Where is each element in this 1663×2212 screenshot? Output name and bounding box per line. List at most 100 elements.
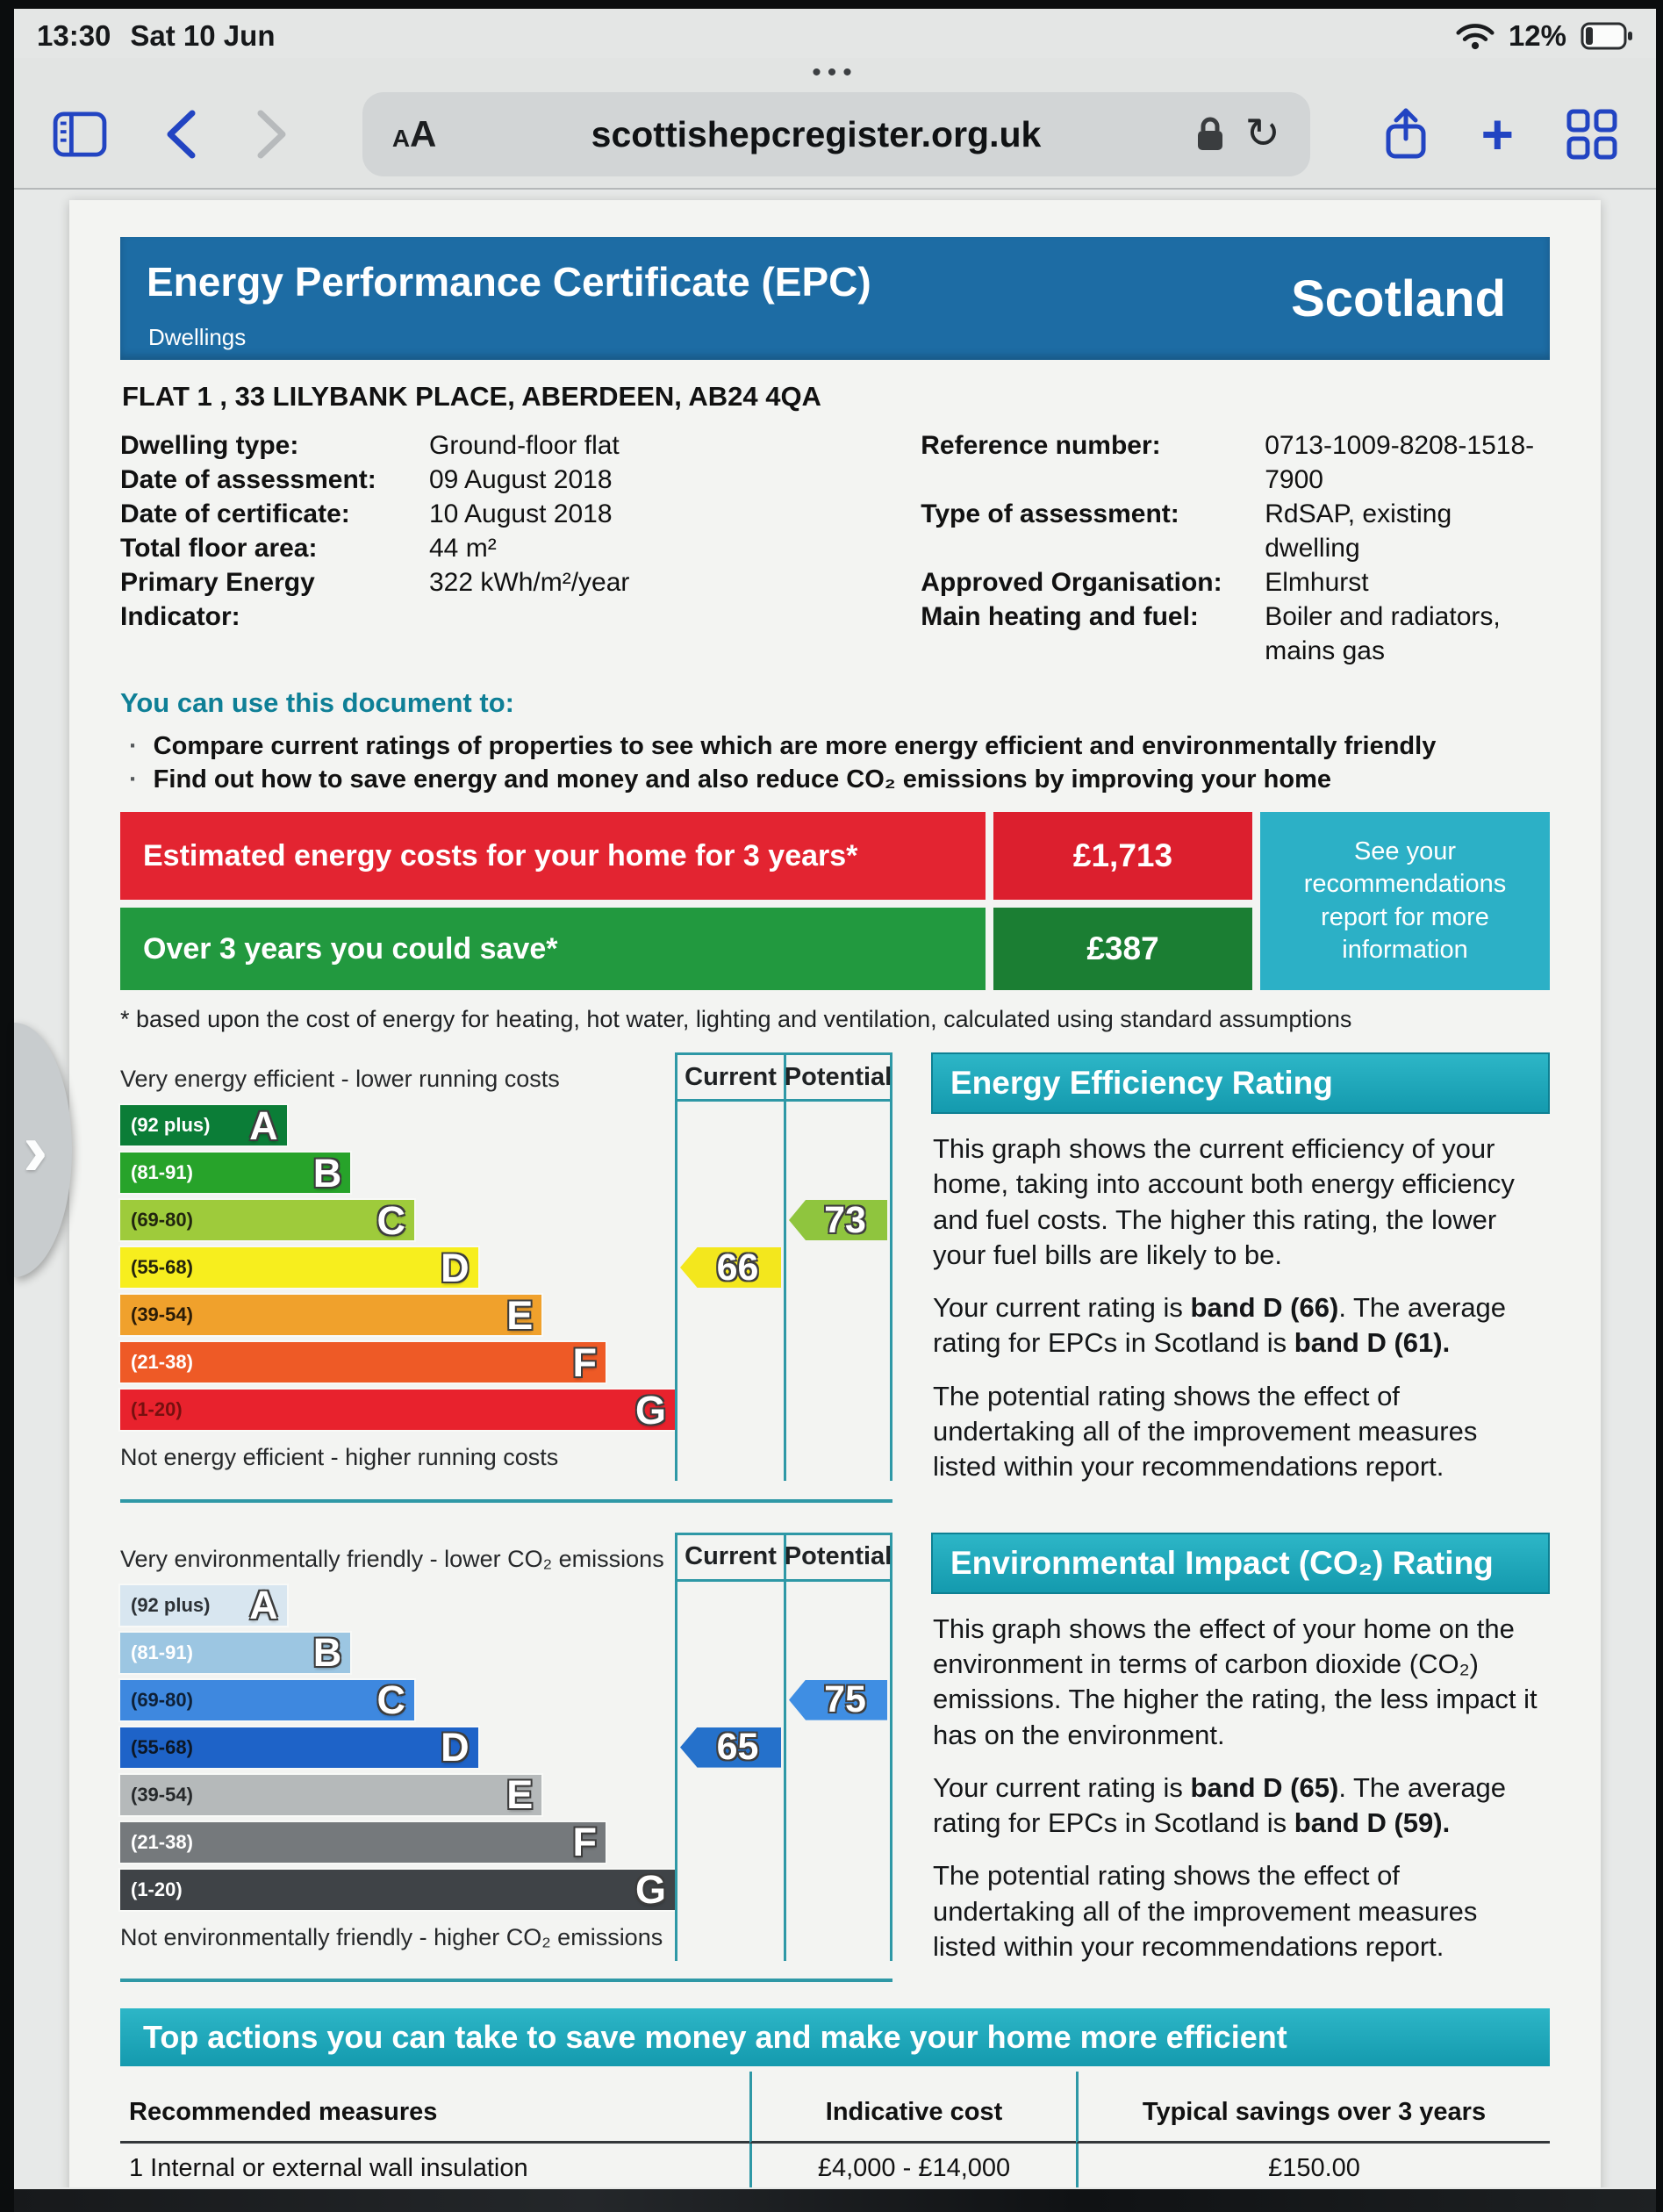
table-row-savings: £150.00 [1076,2144,1550,2187]
new-tab-button[interactable]: + [1480,103,1514,166]
usage-heading: You can use this document to: [120,687,514,718]
detail-value: RdSAP, existing dwelling [1265,499,1452,563]
lock-icon [1196,117,1224,152]
top-actions-table: Recommended measures Indicative cost Typ… [120,2072,1550,2187]
chart-top-caption: Very energy efficient - lower running co… [120,1066,560,1092]
band-b: (81-91) B [118,1630,353,1675]
detail-value: Elmhurst [1265,568,1369,597]
detail-label: Primary Energy Indicator: [120,568,315,631]
detail-value: 322 kWh/m²/year [429,568,630,597]
column-header: Typical savings over 3 years [1076,2072,1550,2144]
bottom-bezel [14,2189,1656,2212]
chart-bottom-caption: Not environmentally friendly - higher CO… [120,1923,663,1950]
band-g: (1-20) G [118,1388,677,1432]
epc-header-banner: Energy Performance Certificate (EPC) Dwe… [120,237,1550,360]
band-d: (55-68) D [118,1246,480,1289]
reload-button[interactable]: ↻ [1244,111,1280,157]
detail-label: Total floor area: [120,534,318,563]
banner-region: Scotland [1291,269,1506,327]
banner-subtitle: Dwellings [148,324,247,350]
detail-value: 44 m² [429,534,497,563]
property-details: Dwelling type: Ground-floor flat Date of … [120,428,1550,668]
url-text[interactable]: scottishepcregister.org.uk [591,113,1042,154]
detail-value: Boiler and radiators, mains gas [1265,602,1501,665]
column-header: Indicative cost [749,2072,1076,2144]
detail-label: Type of assessment: [921,499,1179,528]
battery-icon [1581,22,1633,50]
environmental-impact-chart: Very environmentally friendly - lower CO… [118,1532,892,1983]
cost-footnote: * based upon the cost of energy for heat… [120,1006,1352,1032]
panel-paragraph: The potential rating shows the effect of… [933,1860,1478,1963]
usage-bullet: Compare current ratings of properties to… [120,729,1550,763]
top-actions-header: Top actions you can take to save money a… [120,2008,1550,2067]
energy-efficiency-panel: Energy Efficiency Rating This graph show… [931,1052,1550,1503]
share-button[interactable] [1383,107,1429,162]
panel-paragraph: The potential rating shows the effect of… [933,1380,1478,1483]
browser-viewport[interactable]: Energy Performance Certificate (EPC) Dwe… [14,190,1656,2187]
page-title: Energy Performance Certificate (EPC) [147,259,871,305]
chevron-right-icon: › [23,1107,48,1192]
clock: 13:30 [37,19,111,52]
band-e: (39-54) E [118,1293,544,1337]
ipad-screen: 13:30 Sat 10 Jun 12% ••• [14,9,1656,2212]
chart-top-caption: Very environmentally friendly - lower CO… [120,1545,664,1572]
recommendations-info-box: See your recommendations report for more… [1260,812,1550,990]
detail-label: Date of assessment: [120,465,376,494]
band-c: (69-80) C [118,1198,416,1242]
potential-rating-arrow: 75 [789,1679,887,1720]
current-column-header: Current [675,1052,784,1102]
band-f: (21-38) F [118,1820,607,1864]
cost-row-value: £387 [993,908,1252,990]
detail-value: 10 August 2018 [429,499,613,528]
energy-costs-summary: Estimated energy costs for your home for… [120,812,1550,990]
panel-paragraph: Your current rating is band D (66). The … [933,1292,1507,1359]
potential-rating-arrow: 73 [789,1200,887,1240]
cost-row-label: Estimated energy costs for your home for… [120,812,986,900]
detail-label: Date of certificate: [120,499,350,528]
detail-value: 09 August 2018 [429,465,613,494]
band-e: (39-54) E [118,1772,544,1817]
usage-bullet: Find out how to save energy and money an… [120,763,1550,796]
current-column-header: Current [675,1532,784,1582]
band-a: (92 plus) A [118,1583,289,1627]
forward-button[interactable] [254,108,290,161]
detail-value: Ground-floor flat [429,431,620,460]
epc-document: Energy Performance Certificate (EPC) Dwe… [69,200,1601,2187]
band-a: (92 plus) A [118,1103,289,1147]
panel-paragraph: This graph shows the effect of your home… [933,1612,1538,1750]
table-row-measure: 1 Internal or external wall insulation [120,2144,749,2187]
column-header: Recommended measures [120,2072,749,2144]
battery-percent: 12% [1508,19,1566,52]
detail-label: Main heating and fuel: [921,602,1199,631]
panel-paragraph: Your current rating is band D (65). The … [933,1771,1507,1839]
wifi-icon [1456,22,1495,50]
sidebar-toggle-button[interactable] [53,111,107,157]
table-row-cost: £4,000 - £14,000 [749,2144,1076,2187]
band-g: (1-20) G [118,1867,677,1912]
safari-toolbar: ••• [14,58,1656,190]
detail-label: Approved Organisation: [921,568,1222,597]
chart-bottom-caption: Not energy efficient - higher running co… [120,1444,559,1470]
date: Sat 10 Jun [130,19,276,52]
potential-column-header: Potential [784,1052,892,1102]
panel-paragraph: This graph shows the current efficiency … [933,1133,1515,1270]
band-d: (55-68) D [118,1725,480,1770]
detail-label: Reference number: [921,431,1161,460]
current-rating-arrow: 66 [680,1247,781,1288]
status-bar: 13:30 Sat 10 Jun 12% [14,9,1656,58]
band-f: (21-38) F [118,1340,607,1384]
property-address: FLAT 1 , 33 LILYBANK PLACE, ABERDEEN, AB… [122,381,821,412]
current-rating-arrow: 65 [680,1727,781,1768]
energy-efficiency-chart: Very energy efficient - lower running co… [118,1052,892,1503]
detail-value: 0713-1009-8208-1518-7900 [1265,431,1535,494]
environmental-impact-panel: Environmental Impact (CO₂) Rating This g… [931,1532,1550,1983]
tab-overview-button[interactable] [1566,109,1617,160]
cost-row-label: Over 3 years you could save* [120,908,986,990]
back-button[interactable] [163,108,198,161]
detail-label: Dwelling type: [120,431,299,460]
potential-column-header: Potential [784,1532,892,1582]
multitasking-dots-icon[interactable]: ••• [812,58,858,87]
section-header: Environmental Impact (CO₂) Rating [931,1532,1550,1594]
